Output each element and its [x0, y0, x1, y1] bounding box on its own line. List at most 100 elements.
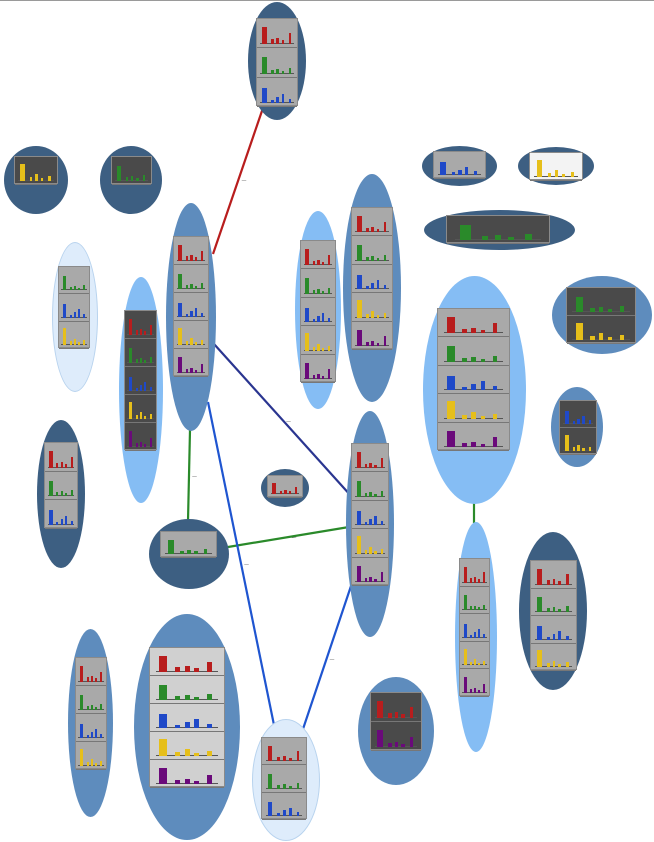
mini-bar: [552, 578, 556, 585]
mini-bar: [577, 418, 580, 424]
mini-bar: [283, 810, 286, 816]
mini-bar-chart-blue: [45, 500, 77, 529]
node-chart-panel: [370, 692, 422, 751]
mini-bar: [83, 340, 86, 345]
mini-bar: [77, 287, 80, 291]
mini-bar: [312, 319, 316, 323]
mini-bar: [94, 763, 97, 766]
mini-bar: [56, 492, 59, 497]
mini-bar: [474, 658, 477, 666]
edge-label: —: [292, 535, 297, 541]
mini-bar-chart-blue: [352, 265, 392, 294]
mini-bar-chart-yellow: [301, 326, 335, 355]
mini-bar: [288, 33, 292, 45]
mini-bar: [178, 244, 183, 261]
mini-bar: [90, 732, 93, 738]
mini-bar: [159, 738, 168, 756]
mini-bar-chart-purple: [352, 322, 392, 350]
mini-bar-chart-green: [257, 48, 297, 78]
mini-bar: [536, 568, 542, 585]
top-border: [0, 0, 654, 1]
mini-bar: [478, 662, 481, 666]
mini-bar: [40, 178, 44, 181]
mini-bar: [100, 734, 103, 738]
mini-bar: [305, 362, 310, 379]
mini-bar: [312, 289, 316, 294]
mini-bar: [478, 607, 481, 611]
node-chart-panel: [111, 156, 152, 185]
mini-bar: [142, 175, 146, 181]
mini-bar: [194, 753, 200, 756]
mini-bar-chart-blue: [301, 298, 335, 327]
mini-bar: [483, 604, 486, 611]
mini-bar: [312, 346, 316, 351]
mini-bar: [270, 69, 274, 74]
mini-bar: [483, 660, 486, 666]
mini-bar-chart-blue: [174, 293, 208, 321]
mini-bar: [357, 300, 362, 318]
mini-bar: [94, 678, 97, 682]
edge-n_top-to-n_hub_left: [211, 104, 266, 255]
mini-bar: [547, 173, 552, 177]
mini-bar: [380, 572, 383, 582]
node-chart-panel: [459, 558, 490, 697]
mini-bar: [588, 420, 591, 424]
mini-bar: [401, 714, 405, 718]
mini-bar: [129, 318, 133, 335]
mini-bar: [322, 261, 325, 266]
mini-bar-chart-blue: [257, 78, 297, 107]
mini-bar: [480, 358, 486, 362]
mini-bar: [474, 605, 477, 611]
mini-bar: [288, 67, 292, 74]
mini-bar-chart-red: [125, 311, 156, 339]
mini-bar: [207, 724, 212, 728]
mini-bar: [380, 548, 383, 554]
mini-bar: [383, 254, 387, 261]
mini-bar: [178, 302, 183, 317]
mini-bar: [376, 280, 380, 290]
mini-bar: [159, 684, 168, 700]
mini-bar: [374, 464, 377, 469]
mini-bar: [175, 696, 180, 700]
mini-bar-chart-yellow: [15, 157, 57, 185]
mini-bar: [599, 333, 604, 340]
mini-bar-chart-red: [352, 208, 392, 237]
node-chart-panel: [530, 560, 577, 671]
mini-bar-chart-purple: [301, 355, 335, 383]
mini-bar: [558, 609, 562, 612]
mini-bar: [328, 345, 331, 351]
mini-bar-chart-purple: [174, 349, 208, 377]
mini-bar: [566, 606, 570, 612]
mini-bar: [144, 360, 147, 363]
mini-bar: [129, 347, 133, 363]
mini-bar-chart-blue: [560, 401, 596, 428]
mini-bar: [267, 774, 273, 789]
mini-bar: [462, 387, 467, 391]
mini-bar: [558, 664, 562, 667]
mini-bar: [312, 375, 316, 379]
mini-bar-chart-yellow: [59, 322, 89, 349]
mini-bar: [410, 707, 414, 718]
mini-bar: [184, 695, 190, 700]
mini-bar: [296, 751, 300, 762]
mini-bar: [328, 318, 331, 323]
mini-bar: [356, 536, 361, 554]
mini-bar: [364, 492, 367, 497]
mini-bar-chart-green: [45, 472, 77, 501]
mini-bar: [365, 227, 369, 233]
mini-bar: [480, 329, 486, 334]
mini-bar: [190, 311, 193, 317]
mini-bar: [357, 274, 362, 290]
mini-bar: [492, 386, 498, 391]
mini-bar: [77, 309, 80, 318]
mini-bar: [167, 540, 174, 554]
mini-bar: [288, 807, 292, 816]
mini-bar: [483, 634, 486, 638]
mini-bar: [144, 416, 147, 419]
mini-bar: [281, 70, 285, 74]
mini-bar: [64, 493, 67, 497]
mini-bar: [451, 172, 455, 175]
mini-bar: [140, 329, 143, 335]
mini-bar: [525, 234, 532, 240]
mini-bar: [446, 375, 455, 391]
